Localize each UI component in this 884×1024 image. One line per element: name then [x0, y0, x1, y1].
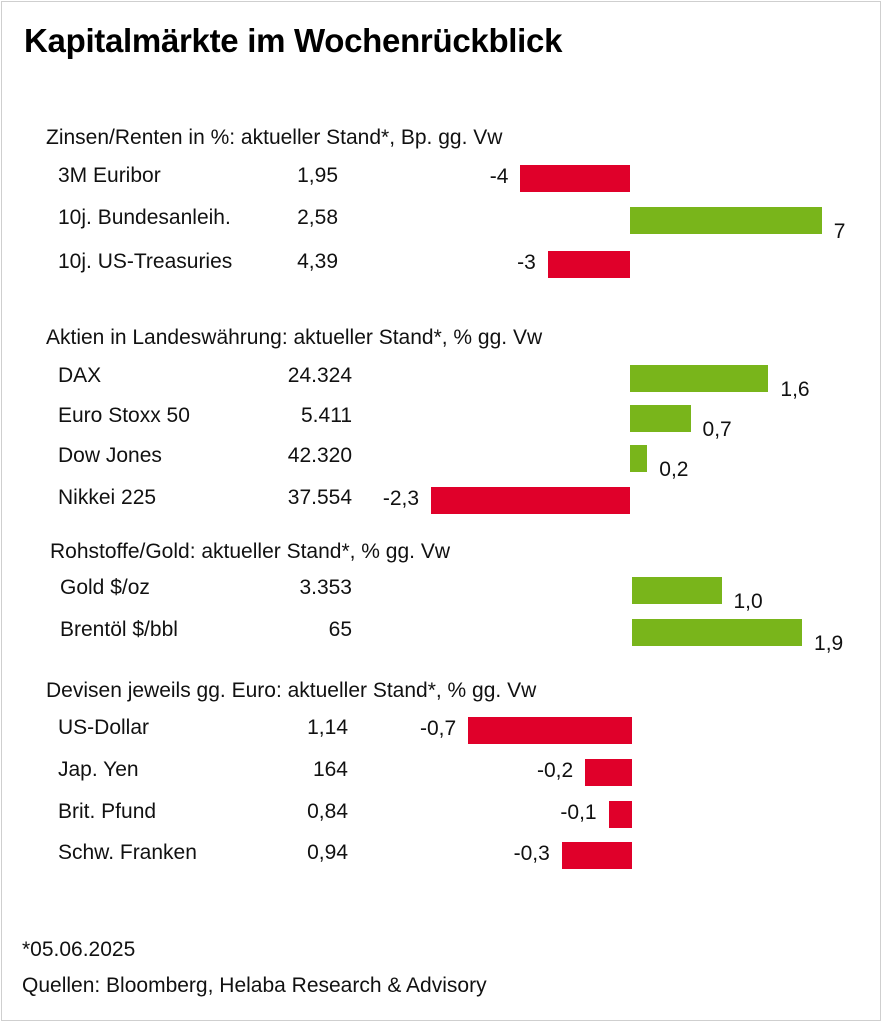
row-label: DAX: [58, 364, 102, 387]
row-level-value: 5.411: [301, 404, 352, 427]
row-level-value: 24.324: [287, 364, 352, 387]
row-level-value: 42.320: [287, 444, 352, 467]
footnote-source: Quellen: Bloomberg, Helaba Research & Ad…: [22, 974, 487, 997]
change-data-label: -0,1: [560, 801, 597, 824]
change-data-label: -4: [489, 165, 509, 188]
row-label: Brentöl $/bbl: [60, 618, 178, 641]
row-label: 3M Euribor: [58, 164, 161, 187]
row-label: Dow Jones: [58, 444, 162, 467]
negative-change-bar: [431, 487, 630, 514]
row-level-value: 2,58: [297, 206, 338, 229]
negative-change-bar: [520, 165, 630, 192]
row-label: Nikkei 225: [58, 486, 157, 509]
row-level-value: 3.353: [299, 576, 352, 599]
row-level-value: 65: [328, 618, 352, 641]
panel-title: Devisen jeweils gg. Euro: aktueller Stan…: [46, 679, 537, 702]
positive-change-bar: [630, 365, 769, 392]
positive-change-bar: [632, 577, 722, 604]
positive-change-bar: [630, 207, 822, 234]
change-data-label: 1,9: [814, 632, 844, 655]
row-label: 10j. US-Treasuries: [58, 250, 233, 273]
change-data-label: 0,7: [702, 418, 732, 441]
row-label: Jap. Yen: [58, 758, 139, 781]
row-label: Gold $/oz: [60, 576, 150, 599]
positive-change-bar: [630, 405, 691, 432]
change-data-label: 7: [833, 220, 846, 243]
row-level-value: 0,84: [307, 800, 348, 823]
panel-title: Zinsen/Renten in %: aktueller Stand*, Bp…: [46, 126, 503, 149]
row-level-value: 1,95: [297, 164, 338, 187]
negative-change-bar: [561, 842, 632, 869]
row-label: 10j. Bundesanleih.: [58, 206, 231, 229]
change-data-label: -3: [517, 251, 536, 274]
negative-change-bar: [608, 801, 632, 828]
change-data-label: -0,3: [513, 842, 550, 865]
row-label: Brit. Pfund: [58, 800, 157, 823]
change-data-label: 1,0: [733, 590, 763, 613]
row-level-value: 164: [312, 758, 348, 781]
row-label: Euro Stoxx 50: [58, 404, 190, 427]
page-title: Kapitalmärkte im Wochenrückblick: [24, 22, 563, 59]
row-level-value: 37.554: [287, 486, 352, 509]
panel-title: Rohstoffe/Gold: aktueller Stand*, % gg. …: [50, 540, 451, 563]
change-data-label: -0,7: [420, 717, 457, 740]
negative-change-bar: [585, 759, 632, 786]
negative-change-bar: [547, 251, 630, 278]
positive-change-bar: [632, 619, 803, 646]
change-data-label: 1,6: [780, 378, 810, 401]
change-data-label: 0,2: [659, 458, 689, 481]
row-level-value: 4,39: [297, 250, 338, 273]
row-label: US-Dollar: [58, 716, 150, 739]
row-level-value: 1,14: [307, 716, 348, 739]
row-label: Schw. Franken: [58, 841, 197, 864]
row-level-value: 0,94: [307, 841, 348, 864]
panel-title: Aktien in Landeswährung: aktueller Stand…: [46, 326, 543, 349]
footnote-date: *05.06.2025: [22, 938, 136, 961]
positive-change-bar: [630, 445, 648, 472]
change-data-label: -2,3: [382, 487, 420, 510]
change-data-label: -0,2: [537, 759, 574, 782]
negative-change-bar: [468, 717, 632, 744]
